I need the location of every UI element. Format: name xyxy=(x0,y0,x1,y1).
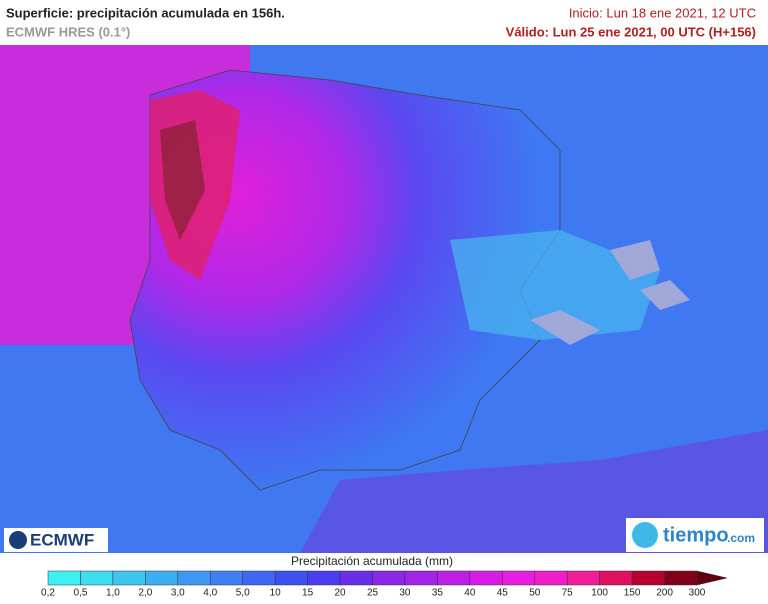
color-bin xyxy=(47,570,81,586)
color-bin xyxy=(502,570,535,586)
valid: Válido: Lun 25 ene 2021, 00 UTC (H+156) xyxy=(506,24,756,39)
color-bin xyxy=(177,570,211,586)
logo-icon xyxy=(632,522,658,548)
color-bin xyxy=(372,570,406,586)
max-rain xyxy=(160,120,205,240)
legend-label: 20 xyxy=(334,588,346,599)
color-bin xyxy=(210,570,243,586)
legend-label: 30 xyxy=(399,588,411,599)
logo-text: ECMWF xyxy=(30,530,94,549)
legend-label: 35 xyxy=(432,588,444,599)
islands xyxy=(530,240,690,345)
color-bin xyxy=(469,570,503,586)
color-bin xyxy=(534,570,568,586)
logo-text: tiempo xyxy=(663,524,729,546)
legend-label: 3,0 xyxy=(171,588,185,599)
legend-label: 1,0 xyxy=(106,588,120,599)
legend-label: 100 xyxy=(591,588,608,599)
map xyxy=(0,45,768,553)
init: Inicio: Lun 18 ene 2021, 12 UTC xyxy=(569,5,756,20)
color-bin xyxy=(566,570,600,586)
legend-label: 2,0 xyxy=(138,588,152,599)
mediterranean-light xyxy=(450,230,660,340)
color-bin xyxy=(80,570,114,586)
legend-label: 5,0 xyxy=(236,588,250,599)
ecmwf-logo: ECMWF xyxy=(4,528,108,552)
model: ECMWF HRES (0.1°) xyxy=(6,24,130,39)
legend-label: 15 xyxy=(302,588,314,599)
legend-label: 0,5 xyxy=(73,588,87,599)
iberia xyxy=(129,69,561,491)
legend-label: 10 xyxy=(270,588,282,599)
color-bin xyxy=(404,570,438,586)
colorbar: 0,2 0,5 1,0 2,0 3,0 4,0 5,0 10 15 20 25 30 35 40 45 50 7… xyxy=(41,570,728,599)
legend-title: Precipitación acumulada (mm) xyxy=(291,554,453,568)
legend-label: 0,2 xyxy=(41,588,55,599)
color-bin xyxy=(599,570,633,586)
logo-icon xyxy=(9,531,27,549)
color-bin xyxy=(307,570,341,586)
legend-label: 200 xyxy=(656,588,673,599)
color-bin xyxy=(664,570,698,586)
color-arrow xyxy=(696,570,728,586)
title: Superficie: precipitación acumulada en 1… xyxy=(6,5,285,20)
legend-label: 50 xyxy=(529,588,541,599)
color-bin xyxy=(274,570,308,586)
legend-label: 40 xyxy=(464,588,476,599)
legend-label: 45 xyxy=(497,588,509,599)
color-bin xyxy=(339,570,373,586)
logo-suffix: .com xyxy=(727,531,755,545)
color-bin xyxy=(437,570,471,586)
legend-label: 300 xyxy=(689,588,706,599)
legend-label: 75 xyxy=(562,588,574,599)
color-bin xyxy=(145,570,179,586)
tiempo-logo: tiempo .com xyxy=(626,518,764,552)
legend-label: 150 xyxy=(624,588,641,599)
color-bin xyxy=(242,570,276,586)
color-bin xyxy=(631,570,665,586)
color-bin xyxy=(112,570,146,586)
legend-label: 4,0 xyxy=(203,588,217,599)
legend-label: 25 xyxy=(367,588,379,599)
